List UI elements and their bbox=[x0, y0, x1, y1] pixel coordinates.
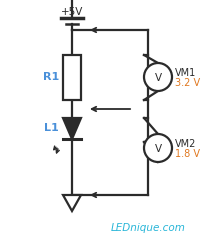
Polygon shape bbox=[63, 118, 81, 139]
Text: 3.2 V: 3.2 V bbox=[175, 78, 200, 88]
Text: V: V bbox=[154, 144, 162, 154]
Circle shape bbox=[144, 63, 172, 91]
Bar bbox=[63, 55, 81, 100]
Text: VM1: VM1 bbox=[175, 68, 196, 78]
Text: R1: R1 bbox=[43, 73, 59, 83]
Polygon shape bbox=[63, 195, 81, 211]
Text: V: V bbox=[154, 73, 162, 83]
Text: L1: L1 bbox=[44, 123, 59, 133]
Text: 1.8 V: 1.8 V bbox=[175, 149, 200, 159]
Text: VM2: VM2 bbox=[175, 139, 196, 149]
Text: LEDnique.com: LEDnique.com bbox=[111, 223, 186, 233]
Circle shape bbox=[144, 134, 172, 162]
Text: +5V: +5V bbox=[61, 7, 83, 17]
